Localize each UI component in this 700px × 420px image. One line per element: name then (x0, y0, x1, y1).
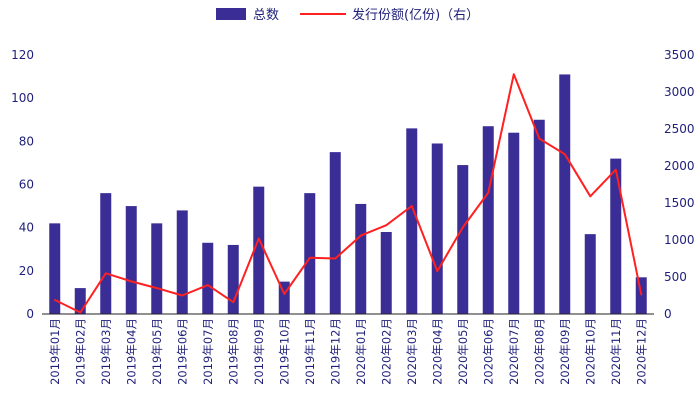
y-right-tick-label: 1500 (664, 196, 695, 210)
line-point (385, 224, 388, 226)
x-tick-label: 2019年09月 (252, 318, 266, 385)
bar (74, 288, 86, 314)
y-left-tick-label: 80 (19, 134, 34, 148)
bar (278, 281, 290, 314)
line-point (232, 301, 235, 303)
line-point (359, 234, 362, 237)
bar (635, 277, 647, 314)
y-right-tick-label: 2000 (664, 159, 695, 173)
line-point (130, 280, 133, 283)
x-tick-label: 2019年05月 (150, 318, 164, 385)
y-left-tick-label: 0 (26, 307, 34, 321)
line-point (155, 287, 158, 289)
y-right-tick-label: 3000 (664, 85, 695, 99)
line-point (538, 137, 541, 140)
y-right-tick-label: 500 (664, 270, 687, 284)
bar (457, 165, 469, 314)
line-point (487, 191, 490, 194)
bar (431, 143, 443, 314)
y-right-tick-label: 2500 (664, 122, 695, 136)
y-right-tick-label: 3500 (664, 48, 695, 62)
bar (610, 158, 622, 314)
y-left-tick-label: 100 (11, 91, 34, 105)
y-right-tick-label: 1000 (664, 233, 695, 247)
bar (176, 210, 188, 314)
bar (482, 126, 494, 314)
x-tick-label: 2019年11月 (303, 318, 317, 385)
y-left-tick-label: 120 (11, 48, 34, 62)
x-tick-label: 2019年03月 (99, 318, 113, 385)
bar (202, 242, 214, 314)
y-axis-right: 0 500 1000 1500 2000 2500 3000 3500 (664, 48, 695, 321)
line-point (181, 294, 184, 297)
line-path (54, 73, 643, 314)
x-tick-label: 2020年03月 (405, 318, 419, 385)
bar (253, 186, 265, 314)
y-axis-left: 0 20 40 60 80 100 120 (11, 48, 34, 321)
line-point (104, 272, 107, 275)
bar (125, 206, 137, 314)
line-point (257, 237, 260, 240)
x-tick-label: 2020年11月 (609, 318, 623, 385)
line-point (206, 284, 209, 286)
bar (227, 244, 239, 314)
legend-label-line: 发行份额(亿份)（右） (352, 7, 479, 23)
bar (329, 152, 341, 314)
bar (533, 119, 545, 314)
bar-series (49, 74, 647, 314)
x-tick-label: 2019年10月 (277, 318, 291, 385)
line-point (512, 73, 515, 76)
bar (584, 234, 596, 314)
x-tick-label: 2020年01月 (354, 318, 368, 385)
line-point (614, 168, 617, 171)
line-point (589, 195, 592, 198)
line-series (53, 73, 643, 314)
line-point (461, 226, 464, 229)
line-point (410, 205, 413, 207)
legend-label-bar: 总数 (253, 8, 279, 23)
bar (559, 74, 571, 314)
x-tick-label: 2019年08月 (226, 318, 240, 385)
x-tick-label: 2019年12月 (328, 318, 342, 385)
line-point (334, 257, 337, 260)
x-tick-label: 2019年02月 (73, 318, 87, 385)
line-point (283, 293, 286, 295)
line-point (308, 256, 311, 259)
x-tick-label: 2020年09月 (558, 318, 572, 385)
x-tick-label: 2019年06月 (175, 318, 189, 385)
bar (49, 223, 61, 314)
bar (406, 128, 418, 314)
x-tick-label: 2020年02月 (379, 318, 393, 385)
x-tick-label: 2019年01月 (48, 318, 62, 385)
y-right-tick-label: 0 (664, 307, 672, 321)
y-left-tick-label: 20 (19, 264, 34, 278)
x-tick-label: 2020年12月 (634, 318, 648, 385)
x-tick-label: 2020年07月 (507, 318, 521, 385)
legend-swatch-bar (216, 8, 246, 20)
x-tick-label: 2020年08月 (532, 318, 546, 385)
x-tick-label: 2020年10月 (583, 318, 597, 385)
x-tick-label: 2019年07月 (201, 318, 215, 385)
bar (508, 132, 520, 314)
x-tick-label: 2020年06月 (481, 318, 495, 385)
y-left-tick-label: 60 (19, 178, 34, 192)
bar (151, 223, 163, 314)
x-axis: 2019年01月 2019年02月 2019年03月 2019年04月 2019年05月… (48, 318, 649, 385)
bar (355, 203, 367, 314)
line-point (563, 153, 566, 155)
x-tick-label: 2019年04月 (124, 318, 138, 385)
line-point (640, 293, 643, 296)
line-point (436, 270, 439, 272)
line-point (53, 299, 56, 301)
x-tick-label: 2020年05月 (456, 318, 470, 385)
bar (380, 231, 392, 314)
y-left-tick-label: 40 (19, 221, 34, 235)
bar (304, 193, 316, 314)
legend: 总数 发行份额(亿份)（右） (216, 7, 479, 23)
line-point (79, 311, 82, 314)
bar (100, 193, 112, 314)
x-tick-label: 2020年04月 (430, 318, 444, 385)
